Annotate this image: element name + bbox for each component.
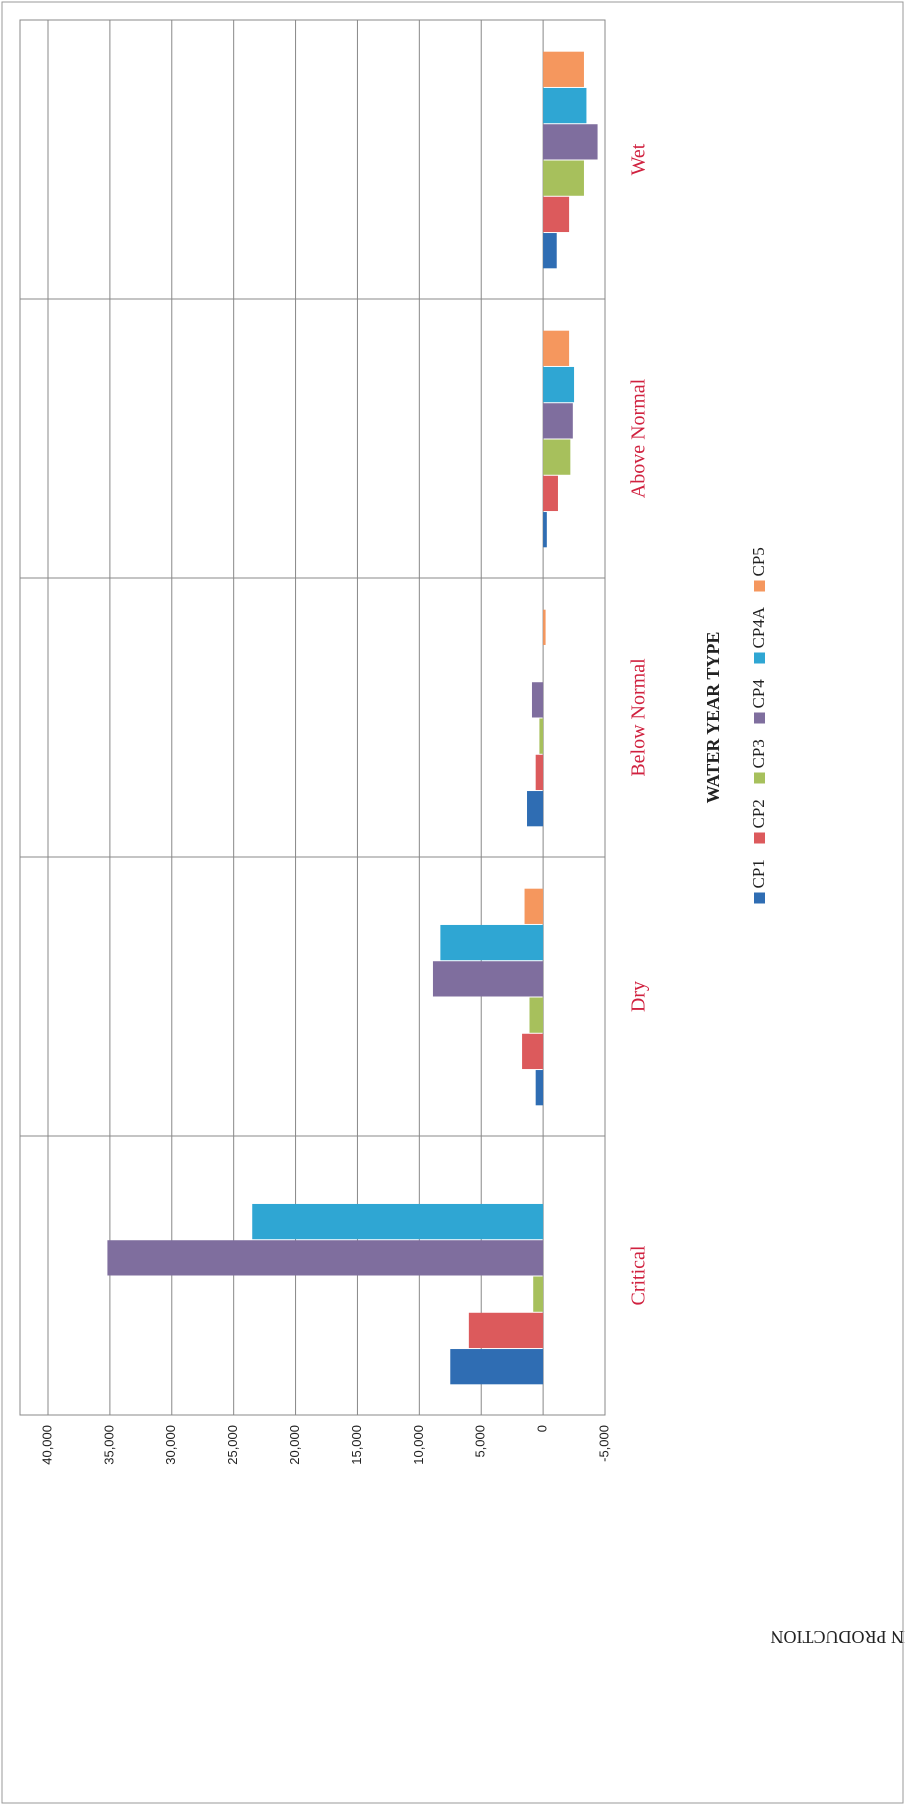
bar	[543, 160, 584, 196]
bar	[533, 1276, 544, 1312]
y-tick-label: 20,000	[287, 1425, 302, 1465]
bar	[531, 682, 544, 718]
legend-swatch	[754, 892, 765, 904]
bar	[440, 924, 544, 961]
x-tick-label: Wet	[628, 143, 650, 175]
bar	[522, 1033, 544, 1070]
legend-label: CP2	[749, 799, 768, 828]
rotated-chart: -5,000 0 5,000 10,000 15,000 20,000 25,000 30,0…	[19, 19, 768, 1465]
bar	[535, 754, 544, 791]
bar	[450, 1349, 544, 1385]
bar	[543, 233, 557, 269]
x-tick-label: Dry	[628, 981, 650, 1012]
bar	[543, 366, 575, 403]
legend-swatch	[754, 712, 765, 724]
legend-label: CP4A	[749, 606, 768, 648]
legend-swatch	[754, 580, 765, 592]
bar	[543, 51, 584, 87]
legend-swatch	[754, 832, 765, 844]
y-tick-label: 35,000	[101, 1425, 116, 1465]
bar	[252, 1203, 544, 1240]
bar	[535, 1070, 544, 1106]
bar	[539, 718, 544, 754]
bar	[527, 791, 544, 827]
bar	[543, 196, 570, 233]
bar	[543, 512, 547, 548]
y-axis-title: CHANGE IN PRODUCTION	[771, 1627, 905, 1647]
legend-swatch	[754, 772, 765, 784]
bar	[107, 1240, 544, 1276]
bar	[543, 87, 587, 124]
y-tick-label: 15,000	[349, 1425, 364, 1465]
x-tick-label: Critical	[628, 1245, 650, 1305]
x-tick-label: Below Normal	[628, 658, 650, 777]
y-tick-label: 10,000	[411, 1425, 426, 1465]
bar	[543, 330, 570, 366]
y-tick-label: 40,000	[39, 1425, 54, 1465]
y-tick-label: 30,000	[163, 1425, 178, 1465]
legend-label: CP3	[749, 739, 768, 768]
legend-label: CP4	[749, 679, 768, 709]
y-tick-label: 0	[535, 1425, 550, 1432]
bar	[524, 888, 544, 924]
bar	[543, 439, 571, 475]
bar	[543, 124, 598, 160]
bar	[432, 961, 544, 997]
bar	[468, 1312, 544, 1349]
legend-label: CP1	[749, 859, 768, 888]
bar	[529, 997, 544, 1033]
legend-label: CP5	[749, 547, 768, 576]
bar	[543, 403, 573, 439]
y-tick-label: -5,000	[596, 1425, 611, 1462]
legend-swatch	[754, 652, 765, 664]
x-axis-title: WATER YEAR TYPE	[703, 632, 723, 804]
y-tick-label: 5,000	[473, 1425, 488, 1458]
y-tick-label: 25,000	[225, 1425, 240, 1465]
x-tick-label: Above Normal	[628, 378, 650, 498]
bar	[543, 609, 546, 645]
bar	[543, 475, 558, 512]
